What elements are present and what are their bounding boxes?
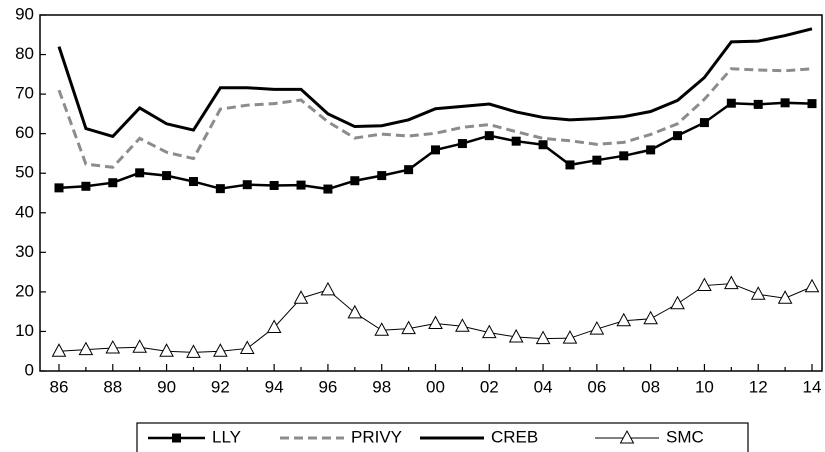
data-point bbox=[511, 136, 521, 146]
data-point bbox=[428, 315, 443, 330]
data-point bbox=[159, 343, 174, 357]
legend-marker bbox=[619, 429, 635, 444]
y-tick-label: 0 bbox=[25, 360, 34, 379]
data-point bbox=[723, 275, 739, 290]
y-tick-label: 90 bbox=[15, 4, 34, 23]
data-point bbox=[401, 320, 416, 335]
data-point bbox=[377, 171, 387, 181]
data-point bbox=[455, 318, 470, 332]
data-point bbox=[242, 180, 252, 190]
data-point bbox=[239, 340, 255, 354]
data-point bbox=[592, 155, 602, 165]
x-tick-label: 94 bbox=[265, 377, 284, 396]
data-point bbox=[804, 278, 820, 293]
data-point bbox=[457, 139, 467, 149]
y-tick-label: 30 bbox=[15, 242, 34, 261]
data-point bbox=[619, 151, 629, 161]
data-point bbox=[699, 118, 709, 128]
data-point bbox=[350, 176, 360, 186]
data-point bbox=[213, 343, 228, 357]
data-point bbox=[562, 330, 578, 344]
data-point bbox=[697, 277, 712, 292]
data-point bbox=[750, 286, 766, 300]
data-point bbox=[293, 290, 309, 304]
y-tick-label: 80 bbox=[15, 44, 34, 63]
plot-frame bbox=[39, 14, 823, 372]
legend-marker bbox=[172, 433, 181, 443]
y-tick-label: 40 bbox=[15, 202, 34, 221]
y-tick-label: 70 bbox=[15, 84, 34, 103]
data-point bbox=[508, 328, 524, 343]
data-point bbox=[266, 319, 282, 333]
x-tick-label: 02 bbox=[480, 377, 499, 396]
x-tick-label: 10 bbox=[695, 377, 714, 396]
data-point bbox=[535, 330, 551, 345]
data-point bbox=[484, 131, 494, 141]
data-point bbox=[323, 184, 333, 194]
data-point bbox=[673, 131, 683, 141]
data-point bbox=[320, 281, 336, 296]
data-point bbox=[51, 343, 67, 357]
data-point bbox=[616, 312, 632, 327]
y-tick-label: 50 bbox=[15, 163, 34, 182]
data-point bbox=[162, 171, 172, 181]
data-point bbox=[81, 181, 91, 191]
x-tick-label: 96 bbox=[318, 377, 337, 396]
x-tick-label: 86 bbox=[50, 377, 69, 396]
data-point bbox=[777, 290, 793, 304]
data-point bbox=[132, 339, 148, 353]
legend-label: SMC bbox=[666, 427, 704, 446]
x-tick-label: 98 bbox=[372, 377, 391, 396]
data-point bbox=[374, 322, 390, 336]
data-point bbox=[565, 160, 575, 170]
data-point bbox=[78, 341, 94, 356]
data-point bbox=[780, 98, 790, 108]
x-tick-label: 06 bbox=[587, 377, 606, 396]
data-point bbox=[404, 165, 414, 175]
data-point bbox=[589, 321, 605, 335]
data-point bbox=[753, 99, 763, 109]
data-point bbox=[646, 145, 656, 155]
x-tick-label: 04 bbox=[534, 377, 553, 396]
series-line bbox=[57, 67, 813, 169]
legend-label: PRIVY bbox=[351, 427, 402, 446]
data-point bbox=[726, 98, 736, 108]
x-tick-label: 90 bbox=[157, 377, 176, 396]
legend-label: CREB bbox=[491, 427, 538, 446]
data-point bbox=[108, 178, 118, 188]
data-point bbox=[347, 304, 363, 319]
y-tick-label: 10 bbox=[15, 321, 34, 340]
y-tick-label: 20 bbox=[15, 281, 34, 300]
y-tick-label: 60 bbox=[15, 123, 34, 142]
data-point bbox=[188, 177, 198, 187]
x-tick-label: 08 bbox=[641, 377, 660, 396]
data-point bbox=[643, 310, 658, 325]
series-line bbox=[57, 27, 813, 139]
data-point bbox=[296, 180, 306, 190]
data-point bbox=[807, 99, 817, 109]
data-point bbox=[269, 180, 279, 190]
legend-label: LLY bbox=[212, 427, 241, 446]
data-point bbox=[538, 140, 548, 150]
data-point bbox=[431, 145, 440, 155]
x-tick-label: 92 bbox=[211, 377, 230, 396]
x-tick-label: 14 bbox=[803, 377, 822, 396]
x-tick-label: 88 bbox=[103, 377, 122, 396]
data-point bbox=[481, 324, 497, 339]
x-tick-label: 12 bbox=[749, 377, 768, 396]
data-point bbox=[670, 295, 685, 310]
x-tick-label: 00 bbox=[426, 377, 445, 396]
data-point bbox=[54, 183, 64, 193]
data-point bbox=[215, 184, 225, 194]
data-point bbox=[186, 344, 201, 358]
data-point bbox=[105, 340, 121, 354]
data-point bbox=[135, 168, 145, 178]
